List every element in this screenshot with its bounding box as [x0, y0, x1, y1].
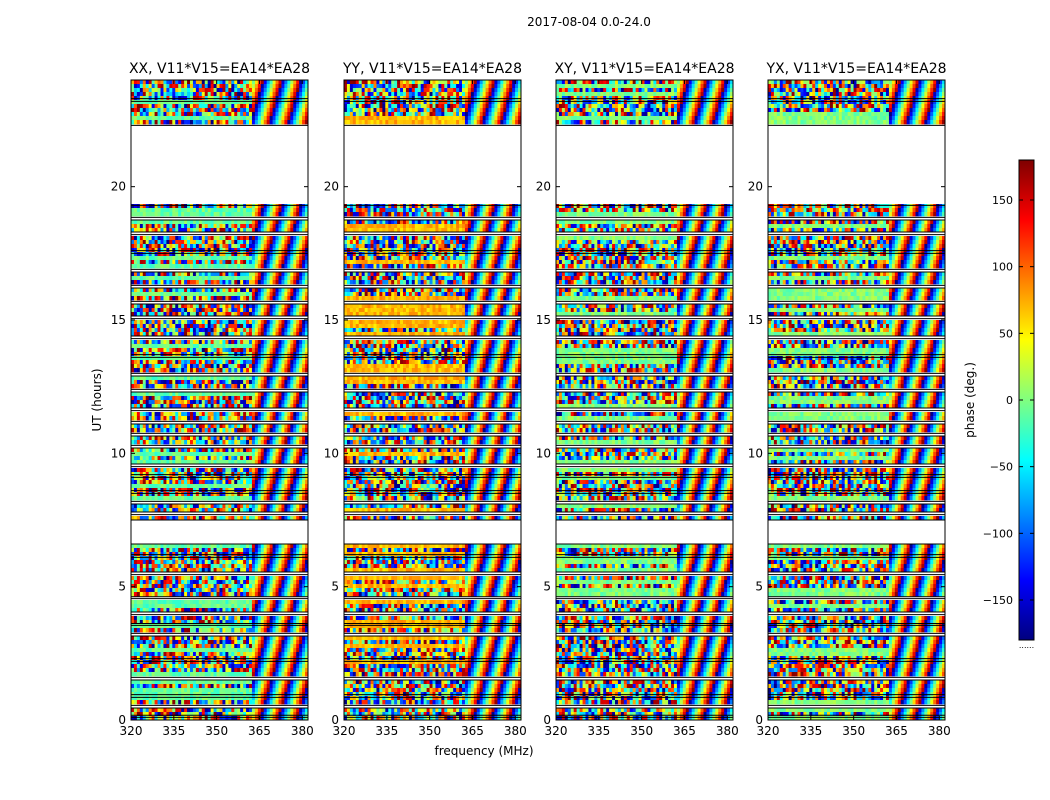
heatmap-cells	[344, 80, 521, 720]
colorbar-footer-note: ......	[1019, 641, 1034, 650]
panel-title: YY, V11*V15=EA14*EA28	[342, 61, 522, 77]
y-tick-label: 5	[755, 580, 763, 594]
colorbar-tick-label: −100	[983, 527, 1013, 540]
colorbar-tick-label: −50	[990, 461, 1013, 474]
y-axis-label: UT (hours)	[90, 368, 104, 431]
heatmap-cells	[556, 80, 733, 720]
x-tick-label: 365	[248, 724, 271, 738]
y-tick-label: 10	[748, 446, 763, 460]
y-tick-label: 0	[331, 713, 339, 727]
x-tick-label: 335	[162, 724, 185, 738]
y-tick-label: 5	[543, 580, 551, 594]
y-tick-label: 0	[118, 713, 126, 727]
panel-title: YX, V11*V15=EA14*EA28	[765, 61, 946, 77]
y-tick-label: 15	[324, 313, 339, 327]
y-tick-label: 15	[111, 313, 126, 327]
x-tick-label: 335	[799, 724, 822, 738]
x-tick-label: 350	[842, 724, 865, 738]
y-tick-label: 20	[111, 180, 126, 194]
x-tick-label: 335	[375, 724, 398, 738]
x-tick-label: 380	[716, 724, 739, 738]
y-tick-label: 10	[111, 446, 126, 460]
x-tick-label: 380	[504, 724, 527, 738]
colorbar-label: phase (deg.)	[963, 362, 977, 438]
colorbar-tick-label: 150	[992, 194, 1013, 207]
y-tick-label: 20	[324, 180, 339, 194]
x-tick-label: 350	[630, 724, 653, 738]
y-tick-label: 0	[543, 713, 551, 727]
y-tick-label: 10	[536, 446, 551, 460]
y-tick-label: 20	[536, 180, 551, 194]
x-tick-label: 365	[885, 724, 908, 738]
x-tick-label: 380	[928, 724, 951, 738]
y-tick-label: 20	[748, 180, 763, 194]
y-tick-label: 15	[536, 313, 551, 327]
x-axis-label: frequency (MHz)	[434, 744, 533, 758]
x-tick-label: 365	[673, 724, 696, 738]
colorbar-tick-label: 100	[992, 261, 1013, 274]
x-tick-label: 335	[587, 724, 610, 738]
x-tick-label: 350	[418, 724, 441, 738]
colorbar: 150 100 50 0 −50 −100 −150 phase (deg.)......	[963, 160, 1034, 650]
figure-title: 2017-08-04 0.0-24.0	[527, 15, 651, 29]
colorbar-tick-label: 0	[1006, 394, 1013, 407]
y-tick-label: 15	[748, 313, 763, 327]
y-tick-label: 5	[118, 580, 126, 594]
panel-title: XY, V11*V15=EA14*EA28	[554, 61, 734, 77]
colorbar-tick-label: −150	[983, 594, 1013, 607]
colorbar-tick-label: 50	[999, 327, 1013, 340]
heatmap-cells	[131, 80, 308, 720]
y-tick-label: 5	[331, 580, 339, 594]
x-tick-label: 380	[291, 724, 314, 738]
y-tick-label: 0	[755, 713, 763, 727]
panel-title: XX, V11*V15=EA14*EA28	[129, 61, 310, 77]
heatmap-cells	[768, 80, 945, 720]
x-tick-label: 365	[461, 724, 484, 738]
y-tick-label: 10	[324, 446, 339, 460]
x-tick-label: 350	[205, 724, 228, 738]
